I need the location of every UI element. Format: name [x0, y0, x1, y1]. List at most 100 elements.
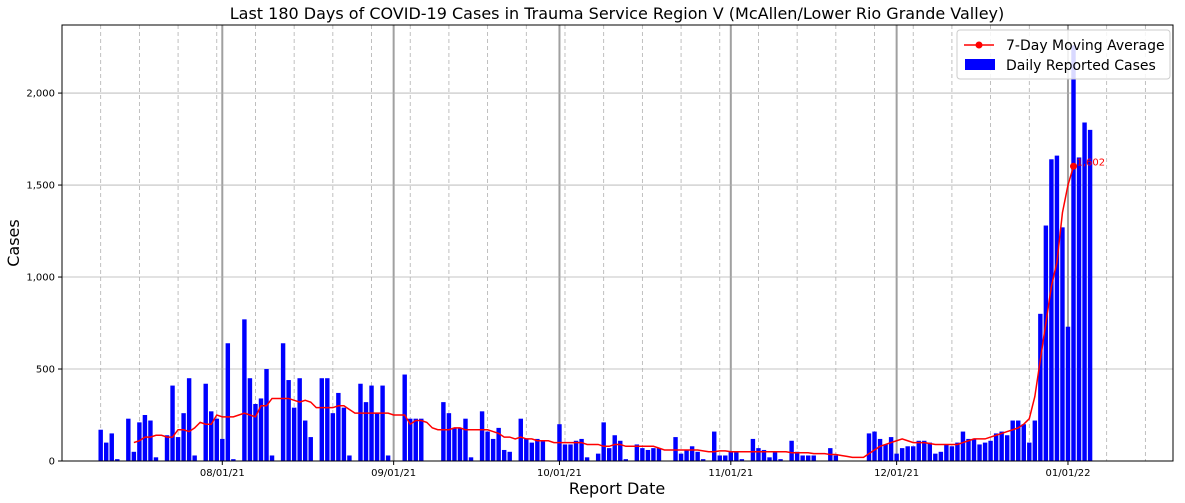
bar [413, 418, 418, 461]
bar [640, 448, 645, 461]
bar [308, 437, 313, 461]
bar [805, 455, 811, 461]
bar [496, 427, 501, 461]
y-tick-label: 2,000 [26, 89, 55, 100]
bar [955, 442, 960, 461]
grid [61, 25, 1173, 461]
bar [137, 422, 142, 461]
bar [933, 453, 938, 461]
bar [982, 442, 988, 461]
bar [175, 437, 181, 461]
bar [104, 442, 109, 461]
bar [1027, 442, 1032, 461]
bar [888, 437, 894, 461]
bar [988, 440, 993, 461]
bar [1010, 420, 1015, 461]
y-axis: 0 500 1,000 1,500 2,000 [26, 89, 62, 468]
bar [380, 385, 385, 461]
plot-frame [61, 24, 1174, 462]
bar [164, 435, 170, 461]
bar [457, 427, 463, 461]
bar [789, 440, 794, 461]
bar [297, 378, 302, 461]
bar [131, 451, 137, 461]
bar [142, 415, 148, 461]
bar [750, 438, 756, 461]
bar [767, 457, 772, 461]
bar [419, 418, 424, 461]
bar [739, 459, 745, 461]
bar [651, 448, 656, 461]
bar [993, 433, 999, 461]
x-axis: 08/01/21 09/01/21 10/01/21 11/01/21 12/01/21… [200, 461, 1091, 479]
bar [302, 420, 308, 461]
bar [866, 433, 872, 461]
bar [811, 455, 816, 461]
bar [734, 451, 739, 461]
bar [595, 453, 601, 461]
bar [153, 457, 159, 461]
y-tick-label: 1,000 [26, 273, 55, 284]
legend: 7-Day Moving Average Daily Reported Case… [956, 29, 1171, 80]
bar [291, 407, 297, 461]
bar [579, 438, 584, 461]
bar [170, 385, 175, 461]
x-tick-label: 01/01/22 [1046, 468, 1091, 479]
bar [601, 422, 606, 461]
bar [634, 444, 640, 461]
bar [374, 413, 380, 461]
bar [756, 448, 761, 461]
bar [408, 418, 413, 461]
bar [148, 420, 153, 461]
bar [369, 385, 374, 461]
bar [214, 418, 219, 461]
bar [794, 451, 800, 461]
bar [1016, 420, 1021, 461]
bar [695, 451, 700, 461]
bar [971, 438, 977, 461]
bars [98, 45, 1093, 462]
bar [358, 383, 363, 461]
bar [894, 453, 899, 461]
legend-daily-cases: Daily Reported Cases [1006, 58, 1156, 74]
bar [1076, 157, 1082, 462]
bar [899, 448, 905, 461]
bar [269, 455, 275, 461]
bar [673, 437, 678, 461]
legend-line-marker [975, 41, 983, 49]
bar [568, 444, 573, 461]
x-tick-label: 09/01/21 [371, 468, 416, 479]
bar [927, 442, 933, 461]
bar [1004, 435, 1010, 461]
bar [341, 407, 347, 461]
bar [507, 451, 512, 461]
bar [1054, 155, 1060, 461]
bar [402, 374, 407, 461]
bar [883, 444, 888, 461]
bar [717, 455, 722, 461]
bar [181, 413, 186, 461]
bar [922, 440, 927, 461]
bar [1065, 326, 1071, 461]
bar [485, 431, 490, 461]
bar [584, 457, 590, 461]
bar [385, 455, 391, 461]
bar [347, 455, 352, 461]
bar [441, 402, 446, 461]
bar [723, 455, 728, 461]
bar [656, 448, 662, 461]
chart-title: Last 180 Days of COVID-19 Cases in Traum… [230, 4, 1005, 23]
bar [463, 418, 468, 461]
bar [98, 429, 103, 461]
bar [192, 455, 197, 461]
bar [363, 402, 369, 461]
bar [1032, 420, 1038, 461]
bar [700, 459, 706, 461]
bar [778, 459, 783, 461]
bar [452, 427, 457, 461]
bar [1038, 313, 1043, 461]
bar [286, 380, 291, 461]
moving-average-last-point [1070, 162, 1078, 170]
bar [905, 446, 910, 461]
